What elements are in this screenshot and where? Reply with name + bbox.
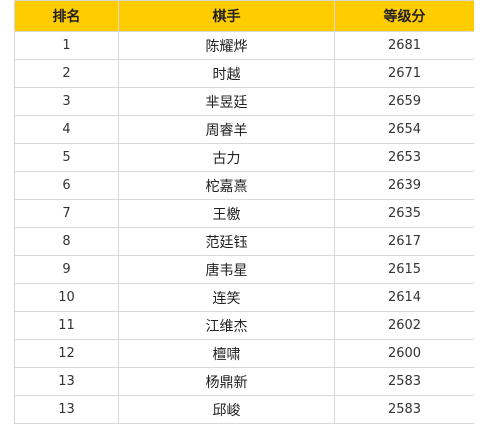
header-rating[interactable]: 等级分 (334, 0, 474, 32)
player-cell: 柁嘉熹 (118, 171, 335, 200)
player-cell: 陈耀烨 (118, 31, 335, 60)
rank-cell: 10 (14, 283, 119, 312)
rating-cell: 2639 (334, 171, 474, 200)
table-row: 5 古力 2653 (14, 143, 474, 172)
rank-cell: 11 (14, 311, 119, 340)
table-row: 1 陈耀烨 2681 (14, 31, 474, 60)
player-cell: 江维杰 (118, 311, 335, 340)
rank-cell: 5 (14, 143, 119, 172)
rank-cell: 13 (14, 395, 119, 424)
rank-cell: 1 (14, 31, 119, 60)
rank-cell: 13 (14, 367, 119, 396)
rating-cell: 2600 (334, 339, 474, 368)
ranking-table-container: 排名 棋手 等级分 1 陈耀烨 2681 2 时越 2671 3 芈昱廷 265… (14, 0, 474, 430)
table-row: 2 时越 2671 (14, 59, 474, 88)
player-cell: 杨鼎新 (118, 367, 335, 396)
rating-cell: 2615 (334, 255, 474, 284)
player-cell: 时越 (118, 59, 335, 88)
table-row: 4 周睿羊 2654 (14, 115, 474, 144)
rank-cell: 3 (14, 87, 119, 116)
rank-cell: 12 (14, 339, 119, 368)
table-row: 11 江维杰 2602 (14, 311, 474, 340)
table-row: 12 檀啸 2600 (14, 339, 474, 368)
header-rank[interactable]: 排名 (14, 0, 119, 32)
rank-cell: 7 (14, 199, 119, 228)
player-cell: 周睿羊 (118, 115, 335, 144)
rating-cell: 2659 (334, 87, 474, 116)
player-cell: 邱峻 (118, 395, 335, 424)
rating-cell: 2617 (334, 227, 474, 256)
table-header-row: 排名 棋手 等级分 (14, 0, 474, 32)
rating-cell: 2671 (334, 59, 474, 88)
table-row: 9 唐韦星 2615 (14, 255, 474, 284)
rating-cell: 2614 (334, 283, 474, 312)
table-row: 8 范廷钰 2617 (14, 227, 474, 256)
rating-cell: 2583 (334, 367, 474, 396)
rating-cell: 2654 (334, 115, 474, 144)
player-cell: 唐韦星 (118, 255, 335, 284)
rank-cell: 4 (14, 115, 119, 144)
rating-cell: 2653 (334, 143, 474, 172)
table-row: 7 王檄 2635 (14, 199, 474, 228)
rating-cell: 2602 (334, 311, 474, 340)
table-row: 13 邱峻 2583 (14, 395, 474, 424)
table-row: 3 芈昱廷 2659 (14, 87, 474, 116)
table-row: 10 连笑 2614 (14, 283, 474, 312)
rating-cell: 2681 (334, 31, 474, 60)
table-row: 6 柁嘉熹 2639 (14, 171, 474, 200)
rank-cell: 2 (14, 59, 119, 88)
ranking-table: 排名 棋手 等级分 1 陈耀烨 2681 2 时越 2671 3 芈昱廷 265… (14, 0, 474, 424)
player-cell: 芈昱廷 (118, 87, 335, 116)
player-cell: 檀啸 (118, 339, 335, 368)
header-player[interactable]: 棋手 (118, 0, 335, 32)
rating-cell: 2583 (334, 395, 474, 424)
rank-cell: 6 (14, 171, 119, 200)
player-cell: 连笑 (118, 283, 335, 312)
rank-cell: 8 (14, 227, 119, 256)
rating-cell: 2635 (334, 199, 474, 228)
player-cell: 王檄 (118, 199, 335, 228)
table-row: 13 杨鼎新 2583 (14, 367, 474, 396)
player-cell: 古力 (118, 143, 335, 172)
rank-cell: 9 (14, 255, 119, 284)
player-cell: 范廷钰 (118, 227, 335, 256)
